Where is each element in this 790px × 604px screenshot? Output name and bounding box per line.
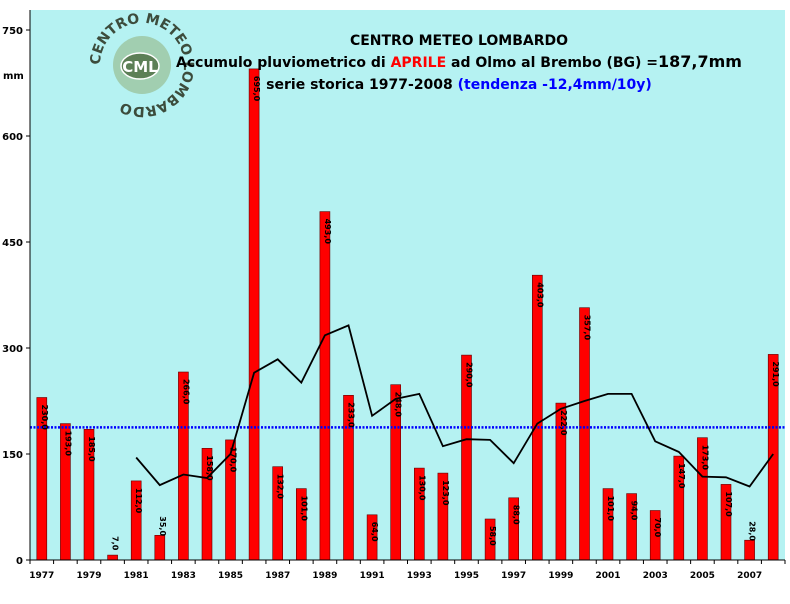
bar-value-label: 290,0 — [465, 362, 474, 388]
x-tick-label: 2003 — [643, 571, 668, 581]
bar-value-label: 7,0 — [111, 536, 120, 551]
bar-value-label: 101,0 — [606, 496, 615, 522]
bar-value-label: 170,0 — [229, 447, 238, 473]
y-tick-label: 750 — [2, 26, 23, 37]
bar-value-label: 35,0 — [158, 516, 167, 536]
x-tick-label: 1993 — [407, 571, 432, 581]
bar-value-label: 132,0 — [276, 474, 285, 500]
bar-value-label: 94,0 — [630, 501, 639, 521]
y-tick-label: 0 — [16, 556, 23, 567]
bar-value-label: 28,0 — [748, 521, 757, 541]
bar-value-label: 266,0 — [181, 379, 190, 405]
plot-area — [30, 10, 785, 560]
bar-value-label: 357,0 — [583, 315, 592, 341]
total-value: 187,7mm — [658, 52, 742, 71]
y-tick-label: 300 — [2, 344, 23, 355]
bar-1998 — [531, 274, 543, 561]
x-tick-label: 2005 — [690, 571, 715, 581]
bar-value-label: 248,0 — [394, 392, 403, 418]
x-tick-label: 1979 — [76, 571, 101, 581]
bar-value-label: 291,0 — [771, 361, 780, 387]
bar-value-label: 130,0 — [417, 475, 426, 501]
y-tick-label: 450 — [2, 238, 23, 249]
x-tick-label: 1991 — [360, 571, 385, 581]
x-tick-label: 1999 — [548, 571, 573, 581]
bar-value-label: 70,0 — [653, 518, 662, 538]
y-tick-label: 600 — [2, 132, 23, 143]
logo-badge — [120, 52, 160, 80]
bar-2007 — [744, 539, 755, 561]
x-tick-label: 1997 — [501, 571, 526, 581]
bar-value-label: 107,0 — [724, 491, 733, 517]
bar-value-label: 64,0 — [370, 522, 379, 542]
y-axis-label: mm — [3, 71, 24, 82]
bar-1982 — [154, 534, 166, 561]
x-tick-label: 1989 — [312, 571, 337, 581]
bar-value-label: 101,0 — [299, 496, 308, 522]
x-tick-label: 1981 — [124, 571, 149, 581]
moving-average-line — [135, 324, 774, 488]
bar-1989 — [319, 211, 331, 561]
bar-value-label: 230,0 — [40, 405, 49, 431]
bar-value-label: 403,0 — [535, 282, 544, 308]
x-tick-label: 1985 — [218, 571, 243, 581]
bar-value-label: 222,0 — [559, 410, 568, 436]
bar-value-label: 58,0 — [488, 526, 497, 546]
bar-value-label: 493,0 — [323, 219, 332, 245]
bar-value-label: 193,0 — [63, 431, 72, 457]
bar-value-label: 112,0 — [134, 488, 143, 514]
bar-value-label: 147,0 — [677, 463, 686, 489]
bar-value-label: 88,0 — [512, 505, 521, 525]
x-tick-label: 1987 — [265, 571, 290, 581]
logo-badge-text: CML — [122, 58, 158, 76]
x-tick-label: 1995 — [454, 571, 479, 581]
chart-series-info: serie storica 1977-2008 (tendenza -12,4m… — [266, 77, 652, 93]
x-tick-label: 2001 — [596, 571, 621, 581]
chart-title: CENTRO METEO LOMBARDO — [350, 33, 568, 49]
bar-1986 — [248, 68, 260, 561]
bar-value-label: 123,0 — [441, 480, 450, 506]
y-tick-label: 150 — [2, 450, 23, 461]
bar-2000 — [579, 307, 590, 561]
bar-value-label: 158,0 — [205, 455, 214, 481]
x-tick-label: 2007 — [737, 571, 762, 581]
bar-value-label: 173,0 — [700, 445, 709, 471]
x-tick-label: 1977 — [29, 571, 54, 581]
bar-value-label: 695,0 — [252, 76, 261, 102]
bar-value-label: 185,0 — [87, 436, 96, 462]
chart-subtitle: Accumulo pluviometrico di APRILE ad Olmo… — [176, 52, 742, 71]
x-tick-label: 1983 — [171, 571, 196, 581]
bar-value-label: 233,0 — [347, 402, 356, 428]
bar-1980 — [107, 554, 118, 561]
trend-text: (tendenza -12,4mm/10y) — [458, 77, 652, 93]
month-highlight: APRILE — [391, 55, 447, 71]
